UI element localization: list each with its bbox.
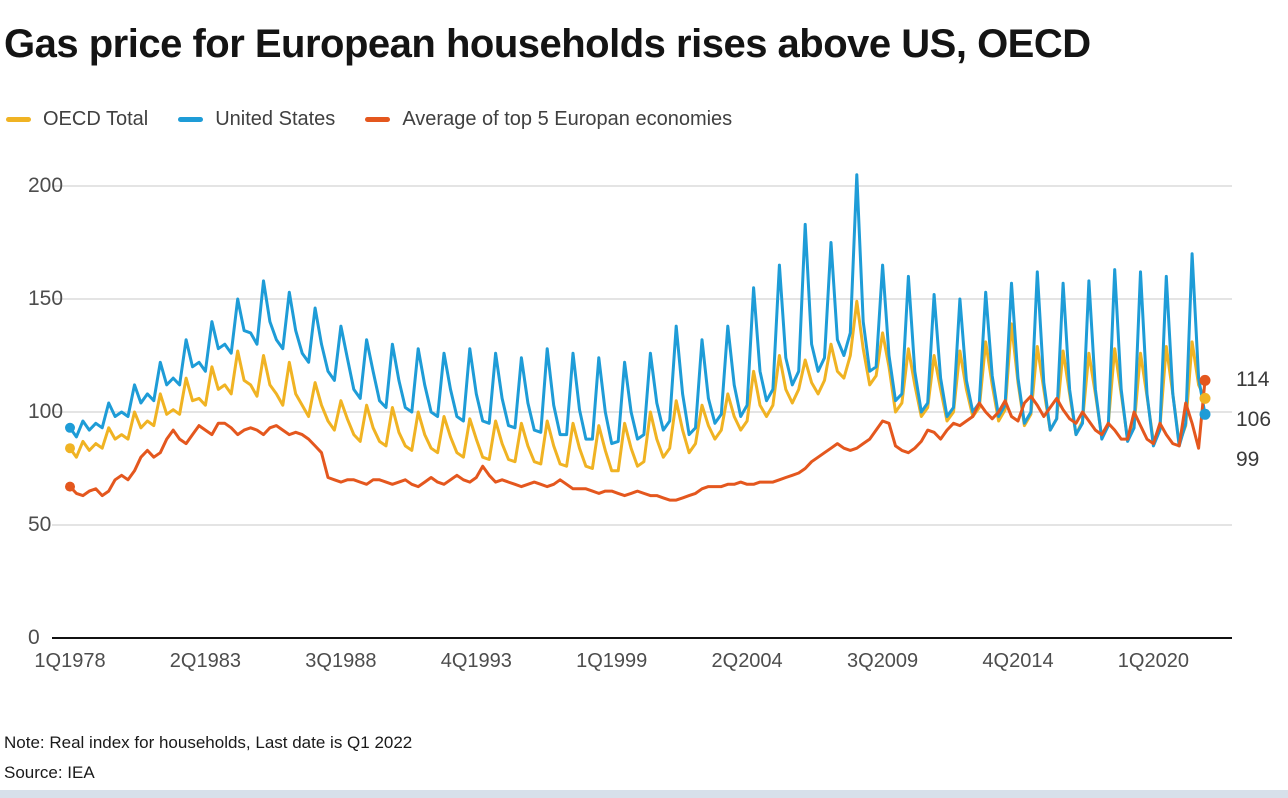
source-text: Source: IEA (4, 763, 95, 782)
x-axis-label: 4Q1993 (440, 650, 512, 672)
x-axis-label: 2Q2004 (711, 650, 783, 672)
page-title: Gas price for European households rises … (4, 22, 1091, 66)
series-end-dot-0 (1199, 392, 1211, 404)
series-line-1 (68, 173, 1207, 448)
end-value-label: 114 (1236, 368, 1270, 392)
y-axis-label: 0 (28, 626, 40, 649)
x-axis-label: 3Q2009 (847, 650, 919, 672)
footer-strip (0, 790, 1288, 798)
legend-line-marker-europe-icon (365, 117, 391, 122)
x-axis-label: 1Q1999 (576, 650, 648, 672)
series-line-2 (68, 378, 1207, 502)
legend-label: OECD Total (43, 108, 149, 130)
legend-label: United States (215, 108, 336, 130)
series-end-dot-1 (1199, 408, 1211, 420)
legend-line-marker-us-icon (178, 117, 204, 122)
chart-legend: OECD Total United States Average of top … (6, 108, 732, 131)
legend-item-top5-european: Average of top 5 Europan economies (365, 108, 732, 131)
legend-label: Average of top 5 Europan economies (402, 108, 733, 130)
series-start-dot-1 (65, 422, 75, 433)
y-axis-label: 200 (28, 174, 64, 197)
end-value-label: 106 (1236, 408, 1272, 432)
legend-line-marker-oecd-icon (6, 117, 31, 122)
y-axis-label: 50 (28, 513, 52, 536)
x-axis-label: 1Q1978 (34, 650, 106, 672)
series-end-dot-2 (1199, 374, 1211, 386)
note-text: Note: Real index for households, Last da… (4, 733, 413, 752)
y-axis-label: 100 (28, 400, 64, 423)
x-axis-label: 3Q1988 (305, 650, 377, 672)
legend-item-united-states: United States (178, 108, 335, 131)
end-value-label: 99 (1236, 448, 1260, 472)
series-start-dot-2 (65, 481, 75, 492)
x-axis-label: 2Q1983 (169, 650, 241, 672)
legend-item-oecd-total: OECD Total (6, 108, 148, 131)
x-axis-label: 4Q2014 (982, 650, 1054, 672)
series-start-dot-0 (65, 443, 75, 454)
x-axis-label: 1Q2020 (1117, 650, 1189, 672)
y-axis-label: 150 (28, 287, 64, 310)
